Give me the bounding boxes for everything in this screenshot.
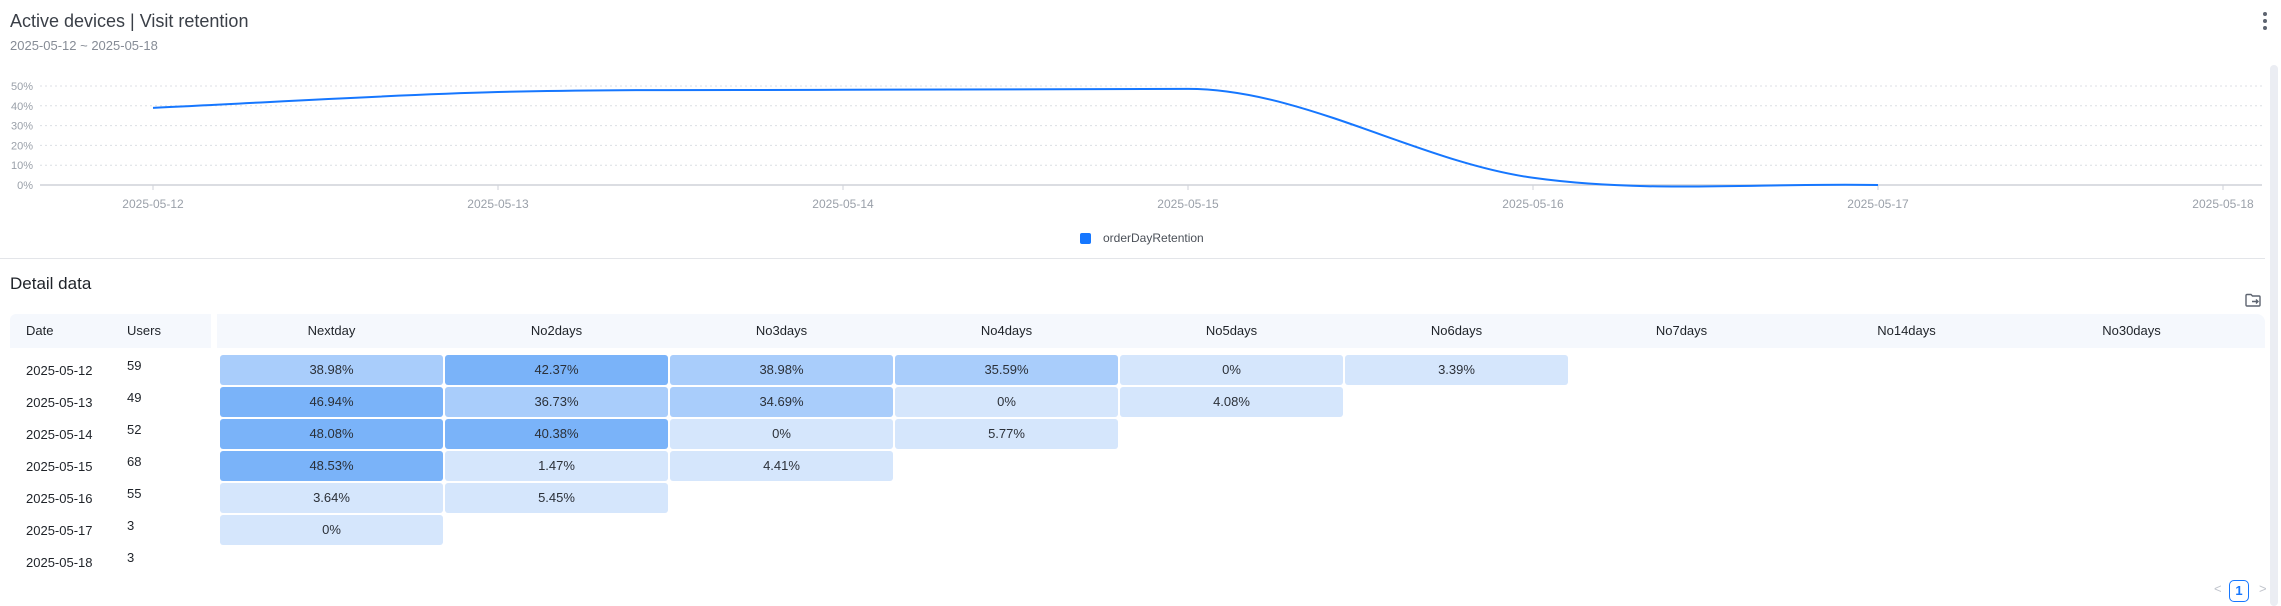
series-line[interactable] xyxy=(152,87,1879,188)
row-users: 52 xyxy=(127,422,142,437)
x-tick-label: 2025-05-15 xyxy=(1157,197,1219,211)
retention-cell[interactable]: 0% xyxy=(895,387,1118,417)
x-tick-label: 2025-05-17 xyxy=(1847,197,1909,211)
row-users: 55 xyxy=(127,486,142,501)
row-users: 68 xyxy=(127,454,142,469)
row-users: 59 xyxy=(127,358,142,373)
column-header-retention[interactable]: No3days xyxy=(755,323,808,338)
retention-cell[interactable]: 36.73% xyxy=(445,387,668,417)
y-tick-label: 20% xyxy=(11,140,33,152)
table-header-retention xyxy=(217,314,2265,348)
row-date: 2025-05-15 xyxy=(26,459,93,474)
y-tick-label: 30% xyxy=(11,121,33,133)
x-tick-label: 2025-05-12 xyxy=(122,197,184,211)
retention-cell[interactable]: 5.45% xyxy=(445,483,668,513)
retention-cell[interactable]: 35.59% xyxy=(895,355,1118,385)
row-date: 2025-05-16 xyxy=(26,491,93,506)
legend-label: orderDayRetention xyxy=(1103,231,1204,245)
row-date: 2025-05-13 xyxy=(26,395,93,410)
retention-cell[interactable]: 48.53% xyxy=(220,451,443,481)
more-vertical-icon[interactable] xyxy=(2262,12,2268,32)
retention-cell[interactable]: 0% xyxy=(670,419,893,449)
retention-cell[interactable]: 34.69% xyxy=(670,387,893,417)
retention-cell[interactable]: 46.94% xyxy=(220,387,443,417)
retention-cell[interactable]: 3.39% xyxy=(1345,355,1568,385)
row-users: 3 xyxy=(127,550,135,565)
column-header-retention[interactable]: No5days xyxy=(1205,323,1258,338)
x-tick-label: 2025-05-18 xyxy=(2192,197,2254,211)
retention-cell[interactable]: 38.98% xyxy=(220,355,443,385)
y-tick-label: 0% xyxy=(17,180,33,192)
scrollbar[interactable] xyxy=(2270,65,2278,606)
column-header-retention[interactable]: No7days xyxy=(1655,323,1708,338)
retention-cell[interactable]: 42.37% xyxy=(445,355,668,385)
page-title: Active devices | Visit retention xyxy=(10,11,249,31)
retention-cell[interactable]: 38.98% xyxy=(670,355,893,385)
table-header-fixed xyxy=(10,314,211,348)
row-date: 2025-05-12 xyxy=(26,363,93,378)
y-tick-label: 40% xyxy=(11,101,33,113)
column-header-retention[interactable]: No4days xyxy=(980,323,1033,338)
current-page-button[interactable]: 1 xyxy=(2229,580,2249,602)
retention-cell[interactable]: 0% xyxy=(220,515,443,545)
retention-cell[interactable]: 3.64% xyxy=(220,483,443,513)
retention-cell[interactable]: 0% xyxy=(1120,355,1343,385)
x-tick-label: 2025-05-14 xyxy=(812,197,874,211)
retention-cell[interactable]: 48.08% xyxy=(220,419,443,449)
row-users: 49 xyxy=(127,390,142,405)
row-users: 3 xyxy=(127,518,135,533)
column-header-retention[interactable]: No6days xyxy=(1430,323,1483,338)
x-tick-label: 2025-05-13 xyxy=(467,197,529,211)
column-header-retention[interactable]: No30days xyxy=(2102,323,2161,338)
retention-cell[interactable]: 40.38% xyxy=(445,419,668,449)
column-header-retention[interactable]: No14days xyxy=(1877,323,1936,338)
y-tick-label: 10% xyxy=(11,160,33,172)
row-date: 2025-05-18 xyxy=(26,555,93,570)
prev-page-button[interactable]: < xyxy=(2214,581,2222,596)
folder-export-icon[interactable] xyxy=(2244,291,2262,309)
y-tick-label: 50% xyxy=(11,81,33,93)
retention-line-chart: 0% 10% 20% 30% 40% 50% 2025-05-12 2025-05-13 202… xyxy=(11,81,2262,211)
row-date: 2025-05-17 xyxy=(26,523,93,538)
retention-cell[interactable]: 4.08% xyxy=(1120,387,1343,417)
column-header-retention[interactable]: Nextday xyxy=(307,323,356,338)
next-page-button[interactable]: > xyxy=(2259,581,2267,596)
detail-title: Detail data xyxy=(10,274,92,293)
column-header-date[interactable]: Date xyxy=(26,323,54,338)
column-header-users[interactable]: Users xyxy=(127,323,161,338)
row-date: 2025-05-14 xyxy=(26,427,93,442)
date-range: 2025-05-12 ~ 2025-05-18 xyxy=(10,38,158,53)
divider xyxy=(0,258,2265,259)
retention-cell[interactable]: 4.41% xyxy=(670,451,893,481)
chart-legend[interactable]: orderDayRetention xyxy=(1080,231,1204,245)
retention-cell[interactable]: 5.77% xyxy=(895,419,1118,449)
legend-swatch xyxy=(1080,232,1091,244)
column-header-retention[interactable]: No2days xyxy=(530,323,583,338)
x-tick-label: 2025-05-16 xyxy=(1502,197,1564,211)
retention-cell[interactable]: 1.47% xyxy=(445,451,668,481)
